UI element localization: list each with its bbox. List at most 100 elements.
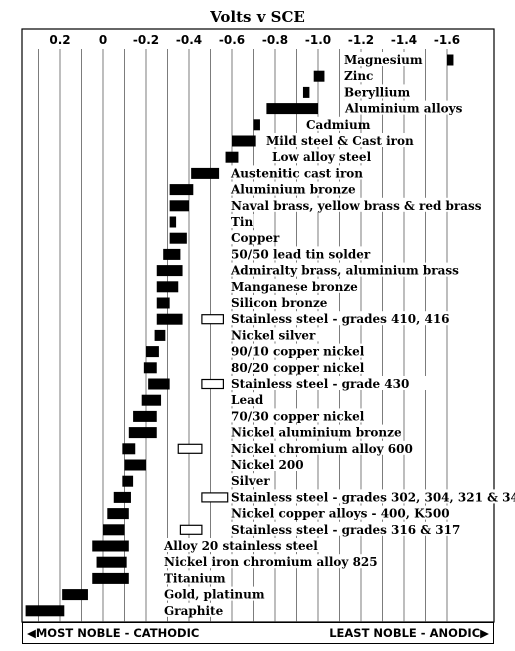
label-background xyxy=(304,116,357,131)
label-background xyxy=(229,327,323,342)
active-range-bar xyxy=(177,443,203,454)
potential-range-bar xyxy=(133,410,157,422)
material-label: Naval brass, yellow brass & red brass xyxy=(231,199,482,213)
material-label: Lead xyxy=(231,393,264,407)
label-background xyxy=(229,246,378,261)
nobility-footer: ◀MOST NOBLE - CATHODIC LEAST NOBLE - ANO… xyxy=(22,622,494,644)
label-background xyxy=(229,343,365,358)
label-background xyxy=(229,489,515,504)
potential-range-bar xyxy=(302,86,310,98)
label-background xyxy=(229,197,489,212)
footer-right-label: LEAST NOBLE - ANODIC xyxy=(329,626,481,640)
x-tick-label: -0.2 xyxy=(133,33,159,47)
potential-range-bar xyxy=(266,103,318,115)
potential-range-bar xyxy=(103,524,125,536)
material-label: 90/10 copper nickel xyxy=(231,345,365,359)
material-label: Nickel iron chromium alloy 825 xyxy=(164,555,378,569)
material-label: Admiralty brass, aluminium brass xyxy=(230,264,459,278)
potential-range-bar xyxy=(313,70,325,82)
potential-range-bar xyxy=(128,427,157,439)
material-label: Beryllium xyxy=(344,85,410,99)
material-label: Stainless steel - grades 410, 416 xyxy=(231,312,450,326)
label-background xyxy=(229,262,454,277)
potential-range-bar xyxy=(122,443,136,455)
label-background xyxy=(229,181,344,196)
material-label: Stainless steel - grades 302, 304, 321 &… xyxy=(231,490,515,504)
potential-range-bar xyxy=(169,232,187,244)
potential-range-bar xyxy=(122,475,134,487)
potential-range-bar xyxy=(107,508,129,520)
material-label: Silicon bronze xyxy=(231,296,328,310)
potential-range-bar xyxy=(169,200,189,212)
material-label: Aluminium alloys xyxy=(344,102,463,116)
potential-range-bar xyxy=(146,346,159,358)
x-tick-label: -1.2 xyxy=(348,33,374,47)
label-background xyxy=(264,133,420,147)
label-background xyxy=(229,278,344,293)
label-background xyxy=(229,230,275,245)
footer-left: ◀MOST NOBLE - CATHODIC xyxy=(27,626,200,640)
potential-range-bar xyxy=(148,378,170,390)
label-background xyxy=(162,554,373,569)
potential-range-bar xyxy=(96,556,127,568)
potential-range-bar xyxy=(92,540,129,552)
label-background xyxy=(342,52,409,66)
x-tick-label: -1.6 xyxy=(434,33,460,47)
x-tick-label: 0 xyxy=(99,33,107,47)
material-label: Copper xyxy=(231,231,280,245)
material-label: Alloy 20 stainless steel xyxy=(163,539,318,553)
potential-range-bar xyxy=(143,362,157,374)
label-background xyxy=(229,214,254,228)
potential-range-bar xyxy=(92,572,129,584)
material-label: Stainless steel - grades 316 & 317 xyxy=(231,523,460,537)
label-background xyxy=(162,602,222,617)
material-label: Nickel silver xyxy=(231,328,316,342)
active-range-bar xyxy=(201,378,224,390)
label-background xyxy=(229,521,468,536)
material-label: Titanium xyxy=(164,571,226,585)
material-label: Austenitic cast iron xyxy=(230,166,363,180)
potential-range-bar xyxy=(156,313,183,325)
potential-range-bar xyxy=(124,459,146,471)
material-label: Nickel aluminium bronze xyxy=(231,426,402,440)
label-background xyxy=(229,473,275,488)
potential-range-bar xyxy=(169,184,194,196)
active-range-bar xyxy=(179,524,203,535)
active-range-bar xyxy=(201,492,229,503)
footer-right: LEAST NOBLE - ANODIC▶ xyxy=(329,626,489,640)
x-tick-label: -1.4 xyxy=(391,33,417,47)
label-background xyxy=(229,408,365,423)
x-tick-label: -0.4 xyxy=(176,33,202,47)
x-tick-label: -0.6 xyxy=(219,33,245,47)
potential-range-bar xyxy=(232,135,256,147)
potential-range-bar xyxy=(154,329,166,341)
material-label: Stainless steel - grade 430 xyxy=(231,377,409,391)
material-label: 50/50 lead tin solder xyxy=(231,247,371,261)
potential-range-bar xyxy=(447,54,454,66)
potential-range-bar xyxy=(141,394,162,406)
label-background xyxy=(162,538,332,552)
material-label: Tin xyxy=(231,215,253,229)
label-background xyxy=(229,376,427,390)
label-background xyxy=(342,84,409,99)
potential-range-bar xyxy=(156,265,183,277)
potential-range-bar xyxy=(169,216,177,228)
material-label: Magnesium xyxy=(344,53,423,67)
potential-range-bar xyxy=(163,248,181,260)
material-label: Manganese bronze xyxy=(231,280,358,294)
material-label: 80/20 copper nickel xyxy=(231,361,365,375)
footer-left-label: MOST NOBLE - CATHODIC xyxy=(35,626,200,640)
material-label: Nickel copper alloys - 400, K500 xyxy=(231,507,450,521)
label-background xyxy=(229,311,468,326)
label-background xyxy=(229,295,330,309)
material-label: Mild steel & Cast iron xyxy=(266,134,414,148)
material-label: Gold, platinum xyxy=(164,588,265,602)
material-label: Silver xyxy=(231,474,270,488)
label-background xyxy=(343,100,458,115)
active-range-bar xyxy=(201,314,224,325)
label-background xyxy=(229,457,302,471)
chart-title: Volts v SCE xyxy=(210,8,305,26)
label-background xyxy=(229,505,461,520)
potential-range-bar xyxy=(225,151,239,163)
potential-range-bar xyxy=(25,605,65,617)
